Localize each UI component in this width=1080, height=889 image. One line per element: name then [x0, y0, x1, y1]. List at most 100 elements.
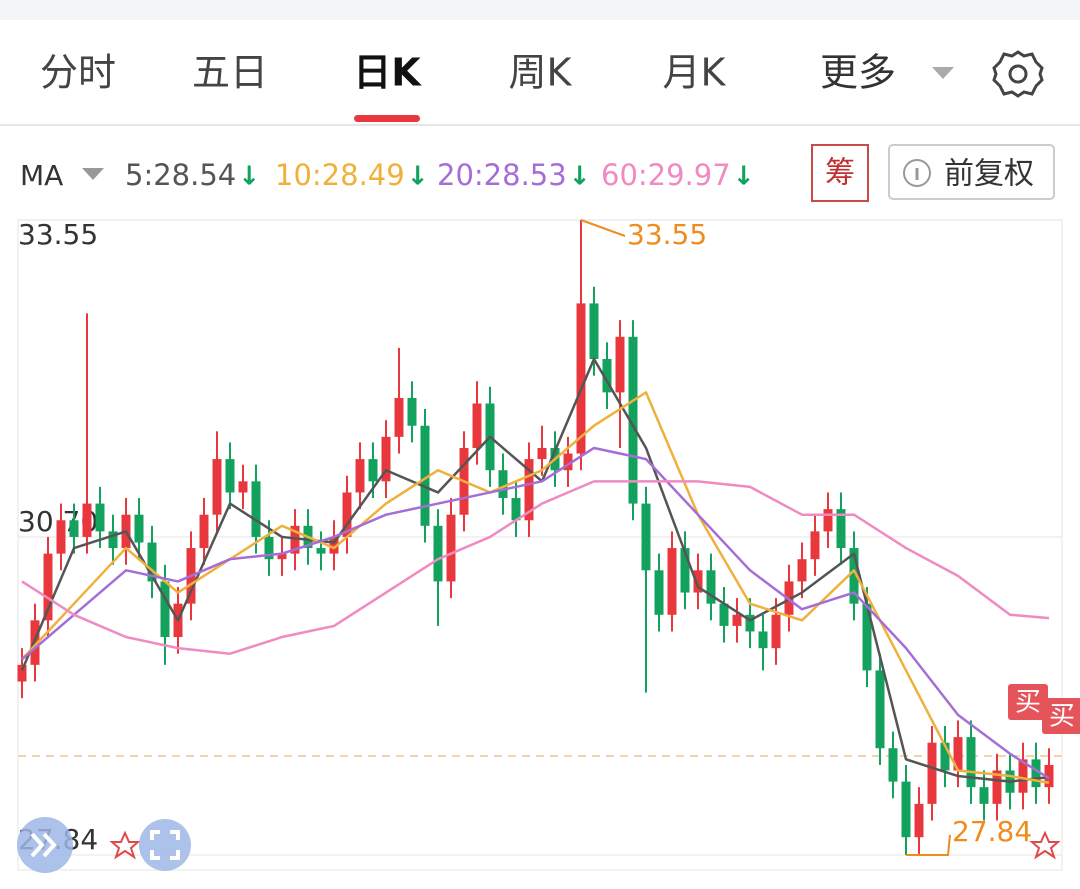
candle-body — [316, 548, 326, 554]
candle-body — [420, 425, 430, 526]
candle-body — [472, 403, 482, 448]
candle-body — [797, 559, 807, 582]
high-marker-label: 33.55 — [627, 218, 707, 251]
candle-body — [862, 603, 872, 671]
status-strip — [0, 0, 1080, 20]
candle-body — [641, 503, 651, 571]
candle-body — [108, 531, 118, 549]
candle-body — [732, 614, 742, 626]
candle-body — [264, 536, 274, 560]
high-marker-line — [580, 219, 626, 237]
candle-body — [927, 742, 937, 804]
tab[interactable]: 周K — [509, 51, 573, 95]
ma-legend: 5:28.54 — [125, 158, 236, 192]
candle-body — [979, 787, 989, 804]
ma-trend: ↓ — [569, 162, 591, 192]
candle-body — [43, 553, 53, 621]
candle-body — [17, 664, 27, 682]
candle-body — [966, 737, 976, 788]
candle-body — [576, 303, 586, 454]
candle-body — [940, 742, 950, 771]
candle-body — [69, 520, 79, 537]
candle-body — [693, 570, 703, 593]
candle-body — [355, 459, 365, 493]
candle-body — [537, 447, 547, 460]
ma-line — [20, 357, 1050, 783]
adjust-label: 前复权 — [944, 157, 1034, 192]
tab[interactable]: 分时 — [40, 51, 116, 95]
candle-body — [147, 542, 157, 582]
chips-label: 筹 — [825, 156, 855, 191]
candle-body — [446, 514, 456, 582]
buy-signal-label: 买 — [1049, 702, 1075, 732]
candle-body — [381, 436, 391, 482]
candle-body — [563, 453, 573, 471]
candle-body — [251, 481, 261, 537]
buy-signal-badge[interactable] — [1008, 684, 1048, 720]
candle-body — [745, 614, 755, 632]
candle-body — [1031, 759, 1041, 788]
candle-body — [602, 359, 612, 393]
candle-body — [238, 481, 248, 493]
candle-body — [771, 614, 781, 649]
candle-body — [95, 503, 105, 532]
more-caret — [932, 67, 954, 79]
chips-button[interactable] — [811, 144, 869, 202]
candle-body — [914, 803, 924, 838]
ma-caret — [82, 168, 104, 180]
candle-body — [225, 459, 235, 493]
candle-body — [810, 531, 820, 560]
ma-trend: ↓ — [733, 162, 755, 192]
candle-body — [56, 520, 66, 554]
candle-body — [615, 336, 625, 393]
candle-body — [758, 631, 768, 649]
tab[interactable]: 月K — [663, 51, 727, 95]
tab[interactable]: 日K — [353, 51, 422, 95]
ma-line — [21, 391, 1050, 784]
candle-body — [654, 570, 664, 615]
candle-body — [498, 470, 508, 499]
candle-body — [199, 514, 209, 549]
ma-trend: ↓ — [407, 162, 429, 192]
candle-body — [680, 548, 690, 593]
candle-body — [589, 303, 599, 360]
candle-body — [160, 581, 170, 638]
ma-legend: 60:29.97 — [601, 158, 731, 192]
buy-signal-badge[interactable] — [1042, 698, 1080, 734]
candle-body — [823, 509, 833, 532]
fullscreen-button[interactable] — [139, 819, 191, 871]
buy-signal-label: 买 — [1015, 688, 1041, 718]
tab[interactable]: 五日 — [192, 51, 268, 95]
active-tab-underline — [354, 115, 420, 122]
low-marker-line — [906, 834, 951, 856]
more-tab[interactable]: 更多 — [820, 51, 896, 95]
candle-body — [667, 548, 677, 615]
info-icon — [903, 159, 931, 187]
candle-body — [290, 525, 300, 554]
ma-legend: 20:28.53 — [437, 158, 567, 192]
candle-body — [901, 781, 911, 838]
low-marker-label: 27.84 — [952, 815, 1032, 848]
candle-body — [628, 336, 638, 504]
candle-body — [212, 459, 222, 515]
ma-line — [21, 480, 1050, 655]
candle-body — [368, 459, 378, 482]
candle-body — [875, 670, 885, 749]
candle-body — [342, 492, 352, 537]
settings-icon[interactable] — [992, 50, 1044, 98]
event-star[interactable] — [109, 830, 141, 860]
candle-body — [1044, 764, 1054, 788]
candle-body — [277, 553, 287, 560]
y-tick-label: 33.55 — [18, 218, 98, 251]
event-star[interactable] — [1029, 830, 1061, 860]
candle-body — [1018, 759, 1028, 793]
candle-body — [407, 397, 417, 426]
ma-trend: ↓ — [238, 162, 260, 192]
candle-body — [524, 459, 534, 521]
candle-body — [849, 548, 859, 604]
ma-line — [21, 446, 1050, 780]
adjust-button[interactable] — [888, 144, 1055, 200]
expand-button[interactable] — [17, 817, 73, 873]
